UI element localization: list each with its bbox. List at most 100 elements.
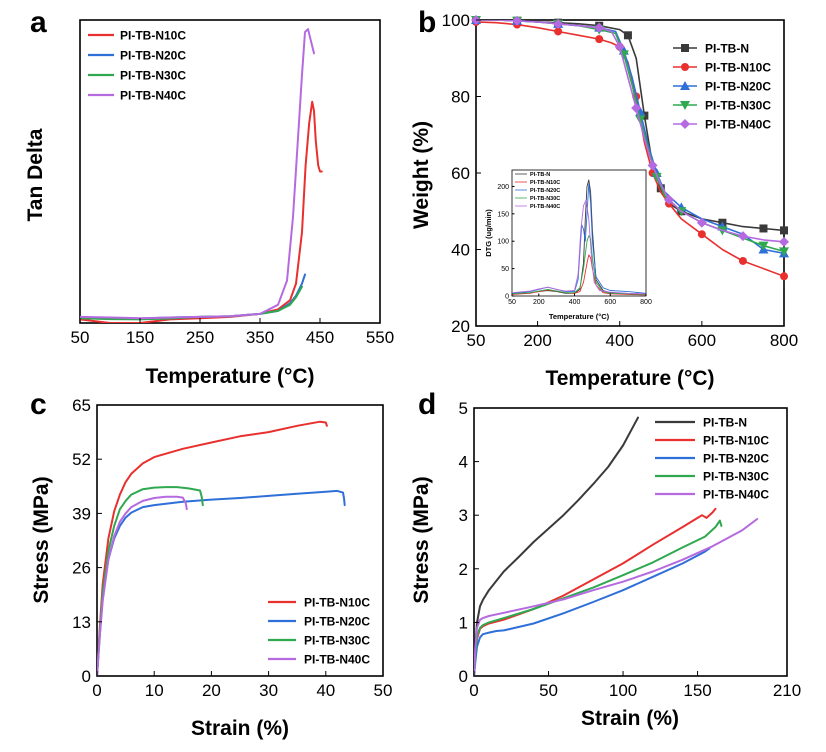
- panel-b-inset-legend-label-pi-tb-n10c: PI-TB-N10C: [530, 180, 560, 186]
- panel-b-inset-legend-label-pi-tb-n30c: PI-TB-N30C: [530, 196, 560, 202]
- panel-c-legend-label-pi-tb-n20c: PI-TB-N20C: [304, 615, 370, 629]
- panel-b-point-pi-tb-n10c: [780, 272, 788, 281]
- panel-b-inset-y-tick-label: 50: [501, 266, 509, 273]
- panel-a-frame: [79, 19, 381, 324]
- panel-b-y-tick-label: 100: [442, 11, 470, 30]
- panel-b-legend-label-pi-tb-n: PI-TB-N: [705, 42, 749, 56]
- panel-c-y-ticks: 0 13 26 39 52 65: [72, 396, 102, 686]
- panel-b-y-tick-label: 20: [451, 317, 470, 336]
- panel-b-inset-x-tick-label: 400: [569, 299, 581, 306]
- panel-b-point-pi-tb-n10c: [595, 35, 604, 44]
- panel-b-point-pi-tb-n40c: [553, 18, 564, 29]
- panel-a-x-axis-title: Temperature (°C): [145, 365, 314, 388]
- panel-b-y-tick-label: 60: [451, 164, 470, 183]
- panel-b-point-pi-tb-n40c: [737, 231, 748, 242]
- panel-a-series-line-pi-tb-n40c: [80, 28, 315, 320]
- panel-b-inset-frame: [511, 169, 647, 297]
- panel-c-x-tick-label: 10: [145, 681, 164, 700]
- panel-c-x-tick-label: 0: [92, 681, 101, 700]
- panel-d-frame: [473, 407, 788, 677]
- panel-b-x-tick-label: 200: [523, 331, 551, 350]
- panel-b-x-tick-label: 50: [467, 331, 486, 350]
- panel-b-y-tick-label: 40: [451, 241, 470, 260]
- panel-b-point-pi-tb-n40c: [594, 22, 605, 33]
- panel-b-point-pi-tb-n40c: [696, 217, 707, 228]
- panel-a-x-tick-label: 550: [366, 328, 394, 347]
- panel-d-series-line-pi-tb-n10c: [474, 507, 717, 676]
- panel-c-y-tick-label: 65: [72, 396, 91, 415]
- panel-c-x-tick-label: 40: [316, 681, 335, 700]
- panel-d-legend-label-pi-tb-n30c: PI-TB-N30C: [703, 470, 769, 484]
- panel-b-point-pi-tb-n: [780, 226, 788, 235]
- panel-c-series-line-pi-tb-n40c: [97, 495, 188, 676]
- panel-a-x-ticks: 50 150 250 350 450 550: [71, 318, 394, 347]
- panel-d-series-line-pi-tb-n20c: [474, 547, 711, 676]
- panel-letter-d: d: [418, 388, 436, 421]
- panel-d-x-tick-label: 0: [469, 681, 478, 700]
- panel-b-inset-background: [508, 168, 646, 290]
- panel-b-point-pi-tb-n30c: [635, 115, 646, 125]
- panel-b-inset-y-tick-label: 0: [505, 294, 509, 301]
- panel-d-plot-area: [474, 416, 759, 676]
- panel-c-y-tick-label: 52: [72, 450, 91, 469]
- panel-a-y-axis-title: Tan Delta: [24, 128, 47, 221]
- panel-d-legend-label-pi-tb-n20c: PI-TB-N20C: [703, 452, 769, 466]
- panel-d-legend-label-pi-tb-n10c: PI-TB-N10C: [703, 434, 769, 448]
- panel-a-x-tick-label: 350: [246, 328, 274, 347]
- panel-b-point-pi-tb-n10c: [738, 256, 747, 265]
- panel-b-legend-marker-pi-tb-n: [681, 44, 689, 52]
- panel-d-series-line-pi-tb-n40c: [474, 518, 759, 676]
- panel-d-y-ticks: 0 1 2 3 4 5: [459, 399, 479, 686]
- panel-b-legend-label-pi-tb-n10c: PI-TB-N10C: [705, 61, 771, 75]
- panel-a-x-tick-label: 50: [71, 328, 90, 347]
- panel-b-inset-x-tick-label: 800: [640, 299, 652, 306]
- panel-c-x-tick-label: 50: [374, 681, 393, 700]
- panel-c-y-tick-label: 13: [72, 613, 91, 632]
- panel-b-inset-legend-label-pi-tb-n20c: PI-TB-N20C: [530, 188, 560, 194]
- panel-b-point-pi-tb-n30c: [779, 247, 789, 257]
- panel-d-x-ticks: 0 50 100 150 210: [469, 671, 801, 700]
- panel-b-inset-legend: PI-TB-N PI-TB-N10C PI-TB-N20C PI-TB-N30C PI-…: [515, 172, 560, 210]
- panel-b-point-pi-tb-n10c: [697, 230, 706, 239]
- panel-d-y-tick-label: 0: [459, 667, 468, 686]
- panel-d-y-tick-label: 5: [459, 399, 468, 418]
- panel-b-point-pi-tb-n30c: [758, 241, 769, 251]
- panel-d-y-tick-label: 4: [459, 453, 468, 472]
- panel-d-legend-label-pi-tb-n: PI-TB-N: [703, 416, 747, 430]
- panel-c-legend: PI-TB-N10C PI-TB-N20C PI-TB-N30C PI-TB-N40C: [268, 596, 370, 667]
- panel-a-chart: 50 150 250 350 450 550 PI-TB-N10CPI-TB-N20CPI…: [24, 19, 394, 388]
- panel-b-point-pi-tb-n40c: [512, 15, 523, 26]
- panel-b-legend-label-pi-tb-n30c: PI-TB-N30C: [705, 99, 771, 113]
- panel-a-series-line-pi-tb-n10c: [80, 100, 323, 323]
- panel-b-inset-y-tick-label: 150: [497, 211, 509, 218]
- panel-b-point-pi-tb-n: [623, 31, 632, 40]
- panel-b-point-pi-tb-n40c: [614, 41, 625, 52]
- panel-a-legend-label-pi-tb-n20c: PI-TB-N20C: [120, 49, 186, 63]
- panel-letter-b: b: [418, 6, 436, 39]
- panel-a-legend-label-pi-tb-n10c: PI-TB-N10C: [120, 29, 186, 43]
- panel-d-y-tick-label: 2: [459, 560, 468, 579]
- panel-d-series-line-pi-tb-n: [474, 416, 639, 676]
- panel-b-point-pi-tb-n40c: [647, 160, 658, 171]
- panel-b-inset-x-ticks: 50 200 400 600 800: [508, 293, 652, 306]
- panel-b-legend-label-pi-tb-n40c: PI-TB-N40C: [705, 118, 771, 132]
- panel-a-x-tick-label: 450: [306, 328, 334, 347]
- panel-b-point-pi-tb-n10c: [554, 27, 563, 36]
- panel-c-x-tick-label: 20: [202, 681, 221, 700]
- panel-c-frame: [96, 404, 384, 677]
- panel-b-x-tick-label: 400: [606, 331, 634, 350]
- panel-b-x-tick-label: 800: [770, 331, 798, 350]
- panel-c-plot-area: [97, 420, 346, 676]
- panel-b-inset-y-ticks: 0 50 100 150 200: [497, 184, 515, 301]
- panel-b-inset-x-tick-label: 200: [533, 299, 545, 306]
- panel-b-inset-legend-label-pi-tb-n40c: PI-TB-N40C: [530, 204, 560, 210]
- panel-a-x-tick-label: 150: [126, 328, 154, 347]
- panel-a-series-line-pi-tb-n30c: [80, 285, 303, 321]
- panel-d-y-tick-label: 3: [459, 506, 468, 525]
- panel-b-inset-series-line-pi-tb-n30c: [512, 235, 646, 295]
